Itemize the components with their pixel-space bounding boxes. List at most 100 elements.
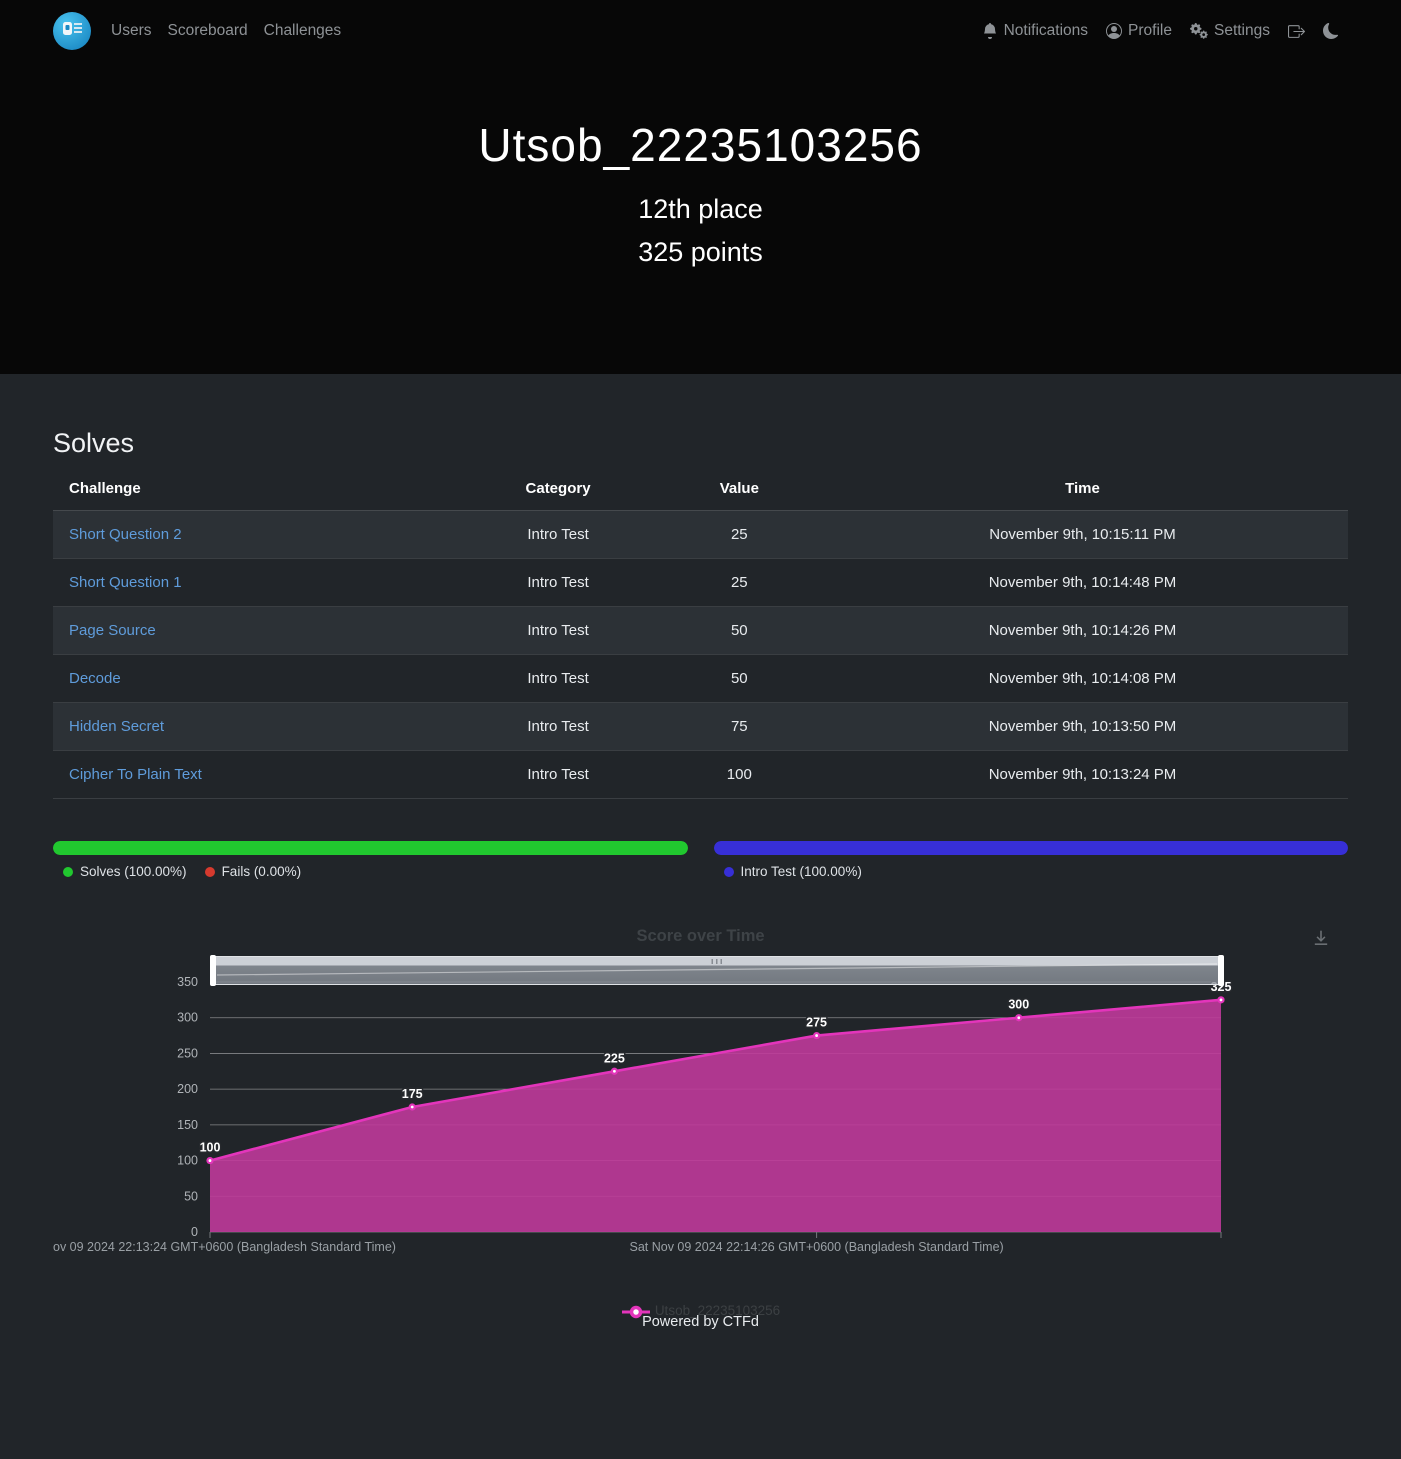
svg-text:250: 250 xyxy=(177,1046,198,1060)
user-place: 12th place xyxy=(638,194,763,224)
download-icon xyxy=(1314,930,1328,945)
notifications-label: Notifications xyxy=(1003,22,1089,39)
ctfd-logo[interactable] xyxy=(53,12,91,50)
svg-text:100: 100 xyxy=(177,1154,198,1168)
solves-fails-legend: Solves (100.00%) Fails (0.00%) xyxy=(53,864,688,879)
score-over-time-card: Score over Time 0 50 100 150 200 250 300 350 100… xyxy=(53,915,1348,1345)
table-row: Cipher To Plain Text Intro Test 100 Nove… xyxy=(53,750,1348,799)
value-cell: 25 xyxy=(661,510,818,559)
settings-label: Settings xyxy=(1213,22,1270,39)
theme-toggle-button[interactable] xyxy=(1314,23,1348,39)
solves-heading: Solves xyxy=(53,428,135,458)
time-cell: November 9th, 10:14:48 PM xyxy=(817,558,1348,607)
user-hero: Utsob_22235103256 12th place 325 points xyxy=(0,62,1401,374)
challenge-link[interactable]: Short Question 2 xyxy=(69,526,182,543)
value-cell: 75 xyxy=(661,702,818,751)
table-header-row: Challenge Category Value Time xyxy=(53,467,1348,511)
nav-link-users[interactable]: Users xyxy=(111,22,152,39)
time-cell: November 9th, 10:13:24 PM xyxy=(817,750,1348,799)
ctfd-logo-image xyxy=(53,12,91,50)
category-progress-fill xyxy=(713,841,1348,855)
category-cell: Intro Test xyxy=(454,606,662,655)
chart-brush-slider[interactable] xyxy=(210,955,1224,986)
time-cell: November 9th, 10:14:26 PM xyxy=(817,606,1348,655)
profile-label: Profile xyxy=(1128,22,1172,39)
profile-button[interactable]: Profile xyxy=(1097,22,1181,40)
value-cell: 25 xyxy=(661,558,818,607)
categories-legend: Intro Test (100.00%) xyxy=(714,864,1349,879)
header-value: Value xyxy=(661,467,818,511)
logout-icon xyxy=(1288,24,1305,38)
category-cell: Intro Test xyxy=(454,750,662,799)
solves-dot-icon xyxy=(63,867,73,877)
svg-text:225: 225 xyxy=(604,1051,625,1065)
bell-icon xyxy=(983,23,996,39)
chart-series-legend[interactable]: Utsob_22235103256 xyxy=(53,1303,1348,1319)
main-content: Solves Challenge Category Value Time Sho… xyxy=(0,428,1401,1345)
table-row: Hidden Secret Intro Test 75 November 9th… xyxy=(53,702,1348,751)
nav-link-challenges[interactable]: Challenges xyxy=(263,22,342,39)
footer: Powered by CTFd xyxy=(53,1313,1348,1331)
svg-text:175: 175 xyxy=(402,1087,423,1101)
table-row: Page Source Intro Test 50 November 9th, … xyxy=(53,606,1348,655)
svg-text:Sat Nov 09 2024 22:14:26 GMT+0: Sat Nov 09 2024 22:14:26 GMT+0600 (Bangl… xyxy=(629,1240,1003,1254)
settings-button[interactable]: Settings xyxy=(1181,22,1279,40)
brush-handle-right[interactable] xyxy=(1218,955,1224,986)
nav-links: Users Scoreboard Challenges xyxy=(103,22,349,40)
nav-right: Notifications Profile xyxy=(973,22,1348,40)
svg-text:300: 300 xyxy=(177,1011,198,1025)
challenge-link[interactable]: Short Question 1 xyxy=(69,574,182,591)
intro-test-legend-label: Intro Test (100.00%) xyxy=(740,864,862,879)
powered-by-ctfd-link[interactable]: Powered by CTFd xyxy=(642,1314,759,1330)
legend-item-intro-test: Intro Test (100.00%) xyxy=(723,864,862,879)
svg-text:350: 350 xyxy=(177,975,198,989)
svg-text:100: 100 xyxy=(200,1141,221,1155)
navbar: Users Scoreboard Challenges Notification… xyxy=(0,0,1401,62)
time-cell: November 9th, 10:15:11 PM xyxy=(817,510,1348,559)
table-row: Short Question 1 Intro Test 25 November … xyxy=(53,558,1348,607)
header-time: Time xyxy=(817,467,1348,511)
person-icon xyxy=(1106,23,1123,39)
svg-text:200: 200 xyxy=(177,1082,198,1096)
table-row: Decode Intro Test 50 November 9th, 10:14… xyxy=(53,654,1348,703)
header-category: Category xyxy=(454,467,662,511)
notifications-button[interactable]: Notifications xyxy=(973,22,1097,40)
categories-progress-bar xyxy=(713,841,1348,855)
svg-text:300: 300 xyxy=(1008,998,1029,1012)
challenge-link[interactable]: Cipher To Plain Text xyxy=(69,766,202,783)
progress-bars-row: Solves (100.00%) Fails (0.00%) Intro Tes… xyxy=(53,841,1348,879)
brush-grip-icon[interactable] xyxy=(711,959,723,964)
solves-progress-fill xyxy=(53,841,688,855)
chart-download-button[interactable] xyxy=(1312,929,1330,952)
legend-item-fails: Fails (0.00%) xyxy=(204,864,302,879)
header-challenge: Challenge xyxy=(53,467,455,511)
svg-text:275: 275 xyxy=(806,1016,827,1030)
svg-text:ov 09 2024 22:13:24 GMT+0600 (: ov 09 2024 22:13:24 GMT+0600 (Bangladesh… xyxy=(53,1240,396,1254)
fails-dot-icon xyxy=(204,867,215,877)
logout-button[interactable] xyxy=(1279,23,1314,40)
time-cell: November 9th, 10:13:50 PM xyxy=(817,702,1348,751)
top-section: Users Scoreboard Challenges Notification… xyxy=(0,0,1401,374)
time-cell: November 9th, 10:14:08 PM xyxy=(817,654,1348,703)
series-legend-marker-icon xyxy=(621,1305,650,1319)
moon-icon xyxy=(1323,23,1338,39)
nav-link-scoreboard[interactable]: Scoreboard xyxy=(167,22,248,39)
category-cell: Intro Test xyxy=(454,558,662,607)
categories-column: Intro Test (100.00%) xyxy=(713,841,1349,879)
fails-legend-label: Fails (0.00%) xyxy=(221,864,302,879)
brush-mini-chart xyxy=(216,963,1218,976)
svg-text:0: 0 xyxy=(191,1225,198,1239)
challenge-link[interactable]: Decode xyxy=(69,670,121,687)
challenge-link[interactable]: Page Source xyxy=(69,622,156,639)
series-legend-label: Utsob_22235103256 xyxy=(654,1303,781,1318)
svg-text:150: 150 xyxy=(177,1118,198,1132)
username-title: Utsob_22235103256 xyxy=(478,119,923,171)
svg-text:50: 50 xyxy=(184,1189,198,1203)
score-chart: 050100150200250300350100175225275300325o… xyxy=(53,975,1233,1254)
table-row: Short Question 2 Intro Test 25 November … xyxy=(53,510,1348,559)
challenge-link[interactable]: Hidden Secret xyxy=(69,718,165,735)
brush-handle-left[interactable] xyxy=(210,955,216,986)
intro-test-dot-icon xyxy=(723,867,734,877)
chart-title: Score over Time xyxy=(636,927,765,945)
solves-fails-column: Solves (100.00%) Fails (0.00%) xyxy=(53,841,688,879)
